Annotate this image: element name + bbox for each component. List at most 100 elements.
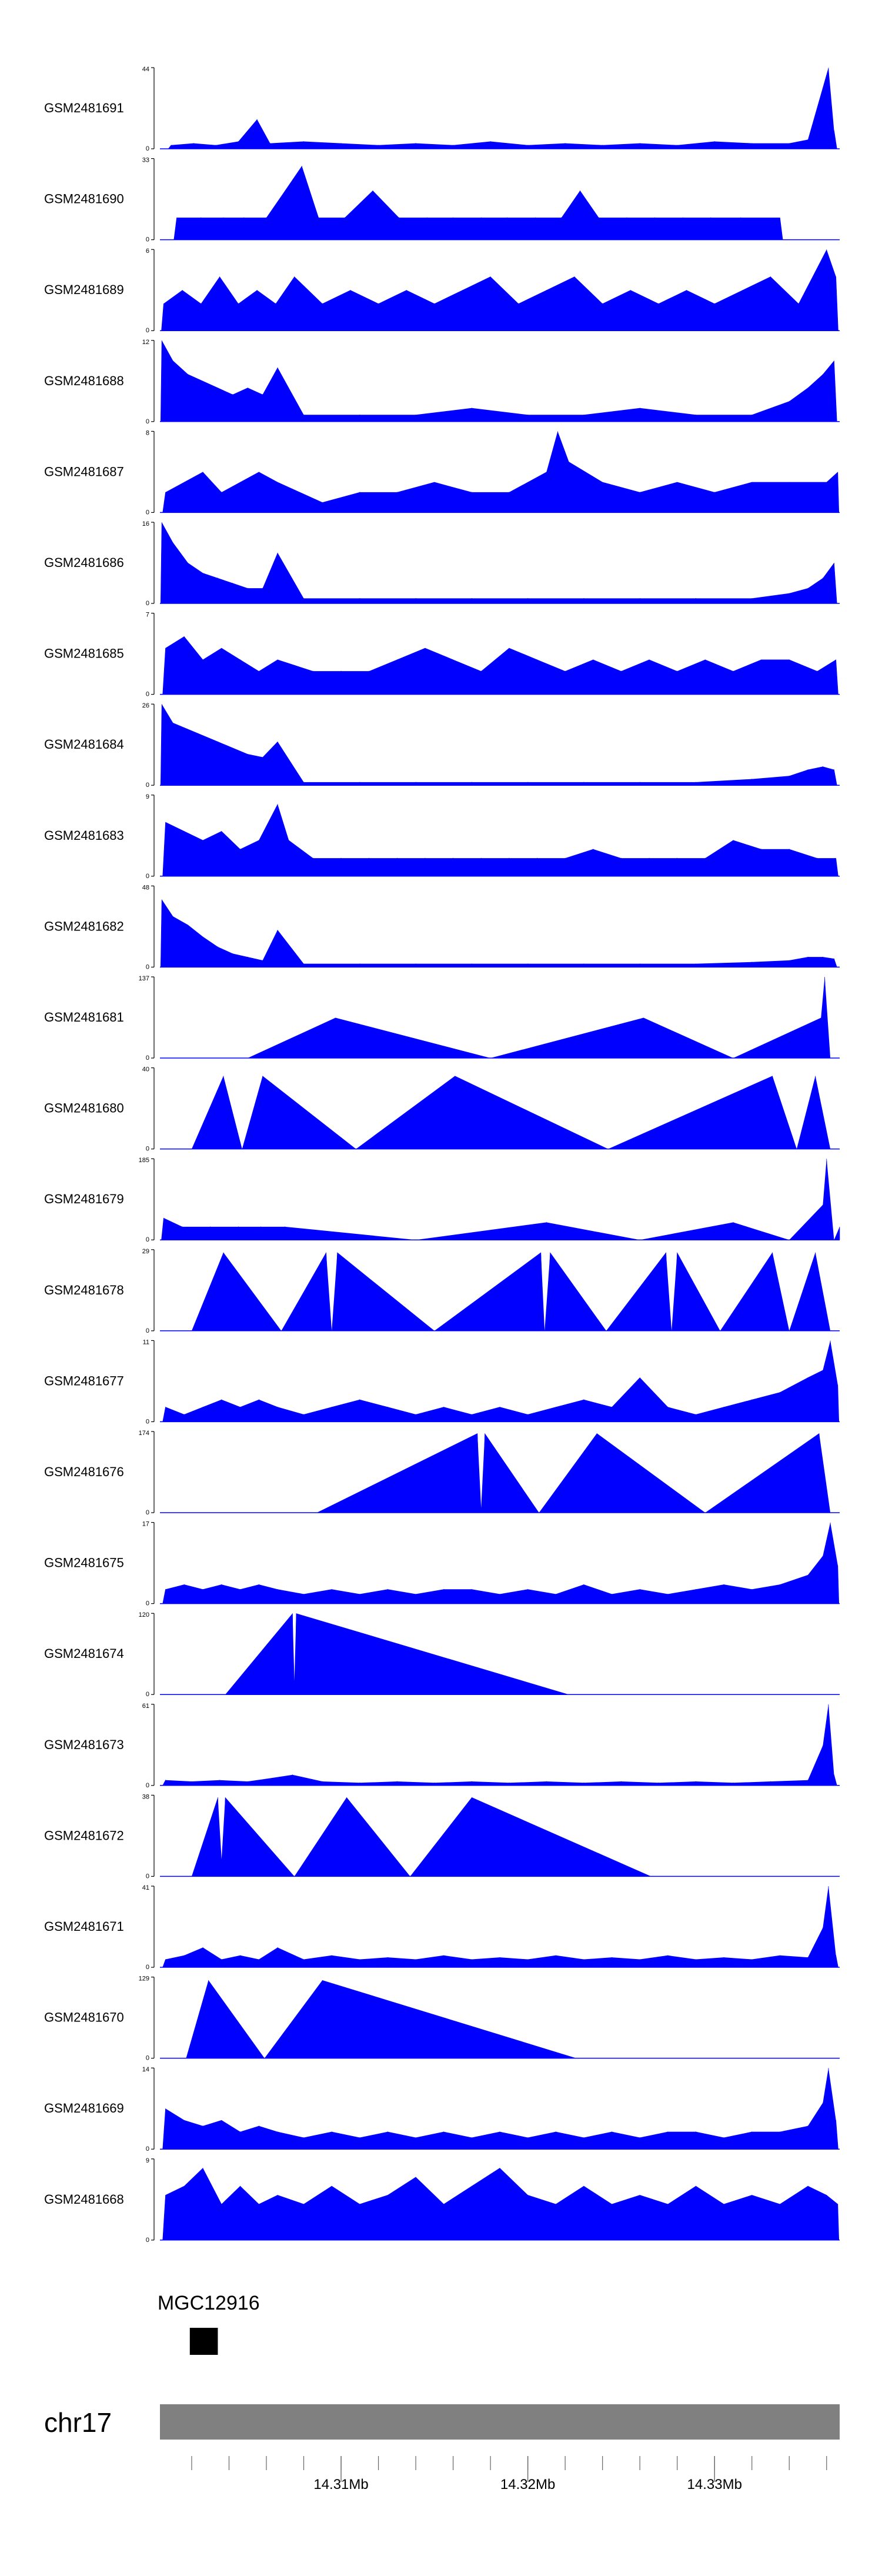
track-GSM2481668: GSM2481668 9 0 <box>44 2157 840 2244</box>
y-max-label: 137 <box>139 975 149 982</box>
signal-area <box>162 704 834 786</box>
signal-area <box>165 431 838 513</box>
track-label: GSM2481686 <box>44 555 124 570</box>
y-max-label: 14 <box>142 2066 149 2073</box>
track-label: GSM2481688 <box>44 373 124 388</box>
y-min-label: 0 <box>146 2055 149 2062</box>
y-max-label: 26 <box>142 702 149 709</box>
track-GSM2481671: GSM2481671 41 0 <box>44 1884 840 1971</box>
y-min-label: 0 <box>146 327 149 334</box>
track-label: GSM2481679 <box>44 1192 124 1206</box>
y-max-label: 17 <box>142 1521 149 1528</box>
y-max-label: 44 <box>142 66 149 73</box>
y-max-label: 12 <box>142 339 149 346</box>
axis-tick-label: 14.31Mb <box>313 2477 368 2492</box>
track-GSM2481677: GSM2481677 11 0 <box>44 1339 840 1425</box>
y-min-label: 0 <box>146 1691 149 1698</box>
y-min-label: 0 <box>146 509 149 516</box>
signal-area <box>165 1522 838 1604</box>
y-min-label: 0 <box>146 600 149 607</box>
y-max-label: 9 <box>146 793 149 800</box>
track-GSM2481683: GSM2481683 9 0 <box>44 793 840 880</box>
signal-area <box>248 977 831 1058</box>
signal-area <box>186 1980 577 2058</box>
track-label: GSM2481673 <box>44 1737 124 1752</box>
track-label: GSM2481670 <box>44 2010 124 2025</box>
y-max-label: 7 <box>146 612 149 619</box>
track-label: GSM2481690 <box>44 192 124 206</box>
track-GSM2481691: GSM2481691 44 0 <box>44 66 840 152</box>
y-max-label: 41 <box>142 1884 149 1891</box>
track-GSM2481686: GSM2481686 16 0 <box>44 520 840 607</box>
chromosome-bar <box>160 2404 840 2440</box>
y-max-label: 16 <box>142 520 149 528</box>
track-label: GSM2481678 <box>44 1283 124 1297</box>
track-label: GSM2481684 <box>44 737 124 752</box>
y-max-label: 9 <box>146 2157 149 2164</box>
y-min-label: 0 <box>146 418 149 425</box>
track-label: GSM2481671 <box>44 1919 124 1934</box>
gene-label: MGC12916 <box>158 2292 260 2314</box>
y-min-label: 0 <box>146 1782 149 1789</box>
y-min-label: 0 <box>146 2145 149 2153</box>
y-min-label: 0 <box>146 1509 149 1516</box>
y-max-label: 8 <box>146 429 149 436</box>
track-label: GSM2481675 <box>44 1556 124 1570</box>
gene-track: MGC12916 <box>158 2292 260 2355</box>
track-GSM2481690: GSM2481690 33 0 <box>44 157 840 243</box>
chromosome-label: chr17 <box>44 2407 112 2438</box>
y-max-label: 185 <box>139 1157 149 1164</box>
track-GSM2481685: GSM2481685 7 0 <box>44 612 840 698</box>
y-min-label: 0 <box>146 1418 149 1425</box>
track-GSM2481682: GSM2481682 48 0 <box>44 884 840 970</box>
y-min-label: 0 <box>146 782 149 789</box>
y-min-label: 0 <box>146 691 149 698</box>
signal-tracks: GSM2481691440GSM2481690330GSM248168960GS… <box>44 66 840 2244</box>
track-label: GSM2481691 <box>44 101 124 115</box>
signal-area <box>176 166 780 240</box>
signal-area <box>165 1886 836 1967</box>
signal-area <box>171 68 834 149</box>
track-GSM2481689: GSM2481689 6 0 <box>44 248 840 334</box>
y-min-label: 0 <box>146 2237 149 2244</box>
track-GSM2481675: GSM2481675 17 0 <box>44 1521 840 1607</box>
track-GSM2481674: GSM2481674 120 0 <box>44 1611 840 1698</box>
y-max-label: 174 <box>139 1430 149 1437</box>
y-min-label: 0 <box>146 1236 149 1243</box>
track-GSM2481684: GSM2481684 26 0 <box>44 702 840 789</box>
signal-area <box>165 2168 838 2240</box>
track-label: GSM2481682 <box>44 919 124 933</box>
track-label: GSM2481669 <box>44 2101 124 2115</box>
axis-tick-label: 14.33Mb <box>687 2477 742 2492</box>
track-label: GSM2481674 <box>44 1646 124 1661</box>
y-min-label: 0 <box>146 1600 149 1607</box>
track-label: GSM2481683 <box>44 828 124 843</box>
track-label: GSM2481689 <box>44 282 124 297</box>
y-min-label: 0 <box>146 236 149 243</box>
signal-area <box>162 340 834 422</box>
signal-area <box>191 1076 831 1149</box>
track-GSM2481687: GSM2481687 8 0 <box>44 429 840 516</box>
track-GSM2481670: GSM2481670 129 0 <box>44 1976 840 2062</box>
y-min-label: 0 <box>146 873 149 880</box>
track-GSM2481673: GSM2481673 61 0 <box>44 1703 840 1789</box>
track-GSM2481688: GSM2481688 12 0 <box>44 339 840 425</box>
y-min-label: 0 <box>146 1873 149 1880</box>
track-GSM2481680: GSM2481680 40 0 <box>44 1066 840 1153</box>
signal-area <box>163 249 836 331</box>
signal-area <box>316 1433 831 1513</box>
track-GSM2481672: GSM2481672 38 0 <box>44 1793 840 1880</box>
y-max-label: 48 <box>142 884 149 891</box>
signal-area <box>163 1159 840 1240</box>
signal-area <box>225 1613 569 1695</box>
chromosome-ideogram: chr17 <box>44 2404 840 2440</box>
track-GSM2481676: GSM2481676 174 0 <box>44 1430 840 1516</box>
signal-area <box>165 1704 834 1786</box>
y-max-label: 40 <box>142 1066 149 1073</box>
gene-block <box>189 2328 218 2355</box>
y-min-label: 0 <box>146 1327 149 1334</box>
y-max-label: 120 <box>139 1611 149 1619</box>
track-label: GSM2481680 <box>44 1101 124 1116</box>
track-GSM2481679: GSM2481679 185 0 <box>44 1157 840 1243</box>
